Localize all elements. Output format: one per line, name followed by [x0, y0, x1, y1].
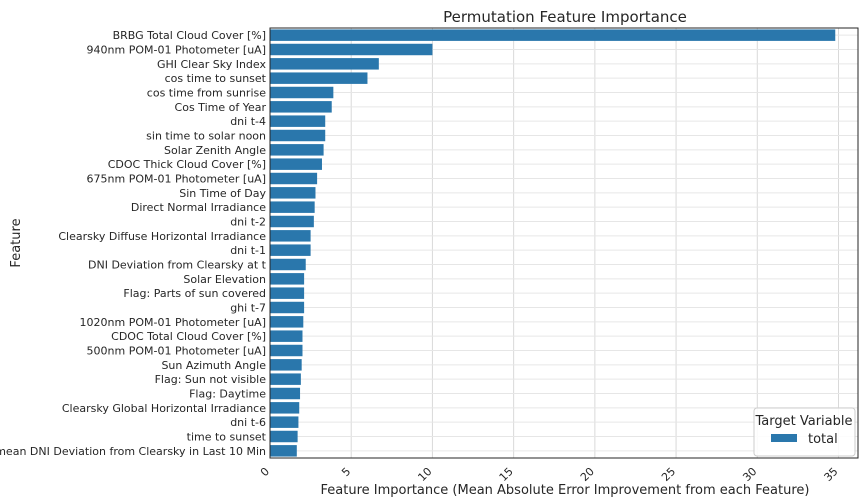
y-tick-label: dni t-4: [230, 115, 266, 128]
bar: [270, 330, 303, 342]
y-tick-label: GHI Clear Sky Index: [157, 58, 267, 71]
y-tick-label: Flag: Parts of sun covered: [123, 287, 266, 300]
y-tick-label: cos time from sunrise: [147, 87, 266, 100]
x-tick-label: 20: [578, 465, 597, 484]
y-axis-label: Feature: [9, 218, 24, 267]
y-tick-label: cos time to sunset: [165, 72, 267, 85]
x-tick-label: 15: [497, 465, 516, 484]
bar: [270, 58, 379, 70]
bar: [270, 373, 301, 385]
y-tick-label: time to sunset: [187, 431, 267, 444]
x-tick-label: 10: [415, 465, 434, 484]
y-tick-label: 940nm POM-01 Photometer [uA]: [87, 44, 266, 57]
legend: Target Variable total: [753, 407, 856, 457]
y-tick-label: Sun Azimuth Angle: [161, 359, 266, 372]
bar: [270, 129, 326, 142]
bar: [270, 101, 332, 113]
bar: [270, 287, 305, 299]
y-tick-label: Direct Normal Irradiance: [131, 201, 266, 214]
chart-title: Permutation Feature Importance: [443, 8, 687, 26]
bar: [270, 402, 300, 414]
y-tick-label: dni t-6: [230, 416, 266, 429]
grid-layer: [269, 28, 858, 458]
bar: [270, 43, 433, 56]
bar: [270, 230, 311, 242]
bar: [270, 316, 304, 328]
bar: [270, 158, 322, 170]
x-tick-label: 5: [339, 465, 353, 479]
y-tick-labels: BRBG Total Cloud Cover [%] 940nm POM-01 P…: [0, 29, 267, 458]
y-tick-label: Cos Time of Year: [175, 101, 267, 114]
y-tick-label: Flag: Daytime: [189, 388, 266, 401]
bar: [270, 430, 298, 443]
bar: [270, 344, 303, 357]
bar: [270, 416, 299, 428]
x-tick-labels: 0 5 10 15 20 25 30 35: [258, 465, 841, 484]
bar: [270, 115, 326, 127]
y-tick-label: sin time to solar noon: [146, 130, 266, 143]
bar: [270, 172, 318, 185]
bar: [270, 359, 302, 371]
y-tick-label: Clearsky Global Horizontal Irradiance: [62, 402, 266, 415]
bar: [270, 29, 836, 41]
y-tick-label: dni t-1: [230, 244, 266, 257]
bar: [270, 72, 368, 84]
y-tick-label: Solar Zenith Angle: [164, 144, 266, 157]
bar: [270, 445, 297, 457]
bar: [270, 144, 324, 156]
y-tick-label: mean DNI Deviation from Clearsky in Last…: [0, 445, 266, 458]
x-tick-label: 35: [822, 465, 841, 484]
x-tick-label: 0: [258, 465, 272, 479]
x-tick-label: 30: [740, 465, 759, 484]
bar: [270, 201, 315, 213]
bar: [270, 187, 316, 199]
y-tick-label: DNI Deviation from Clearsky at t: [88, 259, 267, 272]
y-tick-label: ghi t-7: [230, 302, 266, 315]
bar: [270, 387, 301, 400]
bars-layer: [270, 29, 836, 457]
y-tick-label: 675nm POM-01 Photometer [uA]: [87, 173, 266, 186]
bar: [270, 215, 314, 228]
bar: [270, 273, 305, 285]
y-tick-label: 1020nm POM-01 Photometer [uA]: [80, 316, 266, 329]
legend-title: Target Variable: [755, 414, 853, 429]
y-tick-label: 500nm POM-01 Photometer [uA]: [87, 345, 266, 358]
y-tick-label: Clearsky Diffuse Horizontal Irradiance: [58, 230, 266, 243]
bar: [270, 258, 306, 271]
y-tick-label: Solar Elevation: [183, 273, 266, 286]
plot-frame: [269, 27, 859, 459]
legend-frame: [753, 407, 856, 457]
x-axis-label: Feature Importance (Mean Absolute Error …: [321, 483, 810, 498]
y-tick-label: dni t-2: [230, 216, 266, 229]
y-tick-label: BRBG Total Cloud Cover [%]: [113, 29, 266, 42]
bar: [270, 86, 334, 99]
y-tick-label: Flag: Sun not visible: [155, 373, 267, 386]
bar: [270, 301, 305, 314]
x-tick-label: 25: [659, 465, 678, 484]
y-tick-label: CDOC Thick Cloud Cover [%]: [108, 158, 266, 171]
bar: [270, 244, 311, 256]
y-tick-label: CDOC Total Cloud Cover [%]: [111, 330, 266, 343]
y-tick-label: Sin Time of Day: [179, 187, 266, 200]
legend-swatch: [771, 434, 797, 442]
legend-label: total: [808, 432, 838, 447]
